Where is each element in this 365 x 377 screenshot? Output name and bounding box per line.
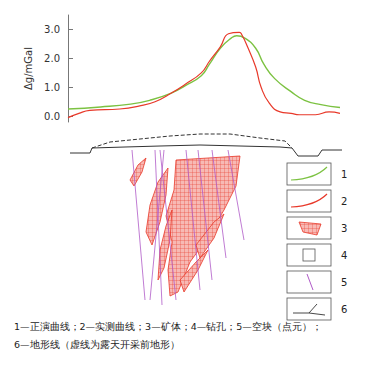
svg-text:1: 1 [341, 169, 347, 180]
svg-text:2.0: 2.0 [44, 53, 60, 64]
svg-text:1.0: 1.0 [44, 82, 60, 93]
svg-text:6—地形线（虚线为露天开采前地形）: 6—地形线（虚线为露天开采前地形） [14, 339, 180, 350]
svg-text:6: 6 [341, 304, 347, 315]
svg-text:2: 2 [341, 196, 347, 207]
svg-text:4: 4 [341, 250, 347, 261]
svg-text:0.0: 0.0 [44, 111, 60, 122]
svg-text:Δg/mGal: Δg/mGal [23, 47, 34, 90]
svg-text:1—正演曲线；2—实测曲线；3—矿体；4—钻孔；5—空块（点: 1—正演曲线；2—实测曲线；3—矿体；4—钻孔；5—空块（点元）； [14, 321, 322, 332]
svg-text:3.0: 3.0 [44, 24, 60, 35]
svg-text:3: 3 [341, 223, 347, 234]
svg-text:5: 5 [341, 277, 347, 288]
